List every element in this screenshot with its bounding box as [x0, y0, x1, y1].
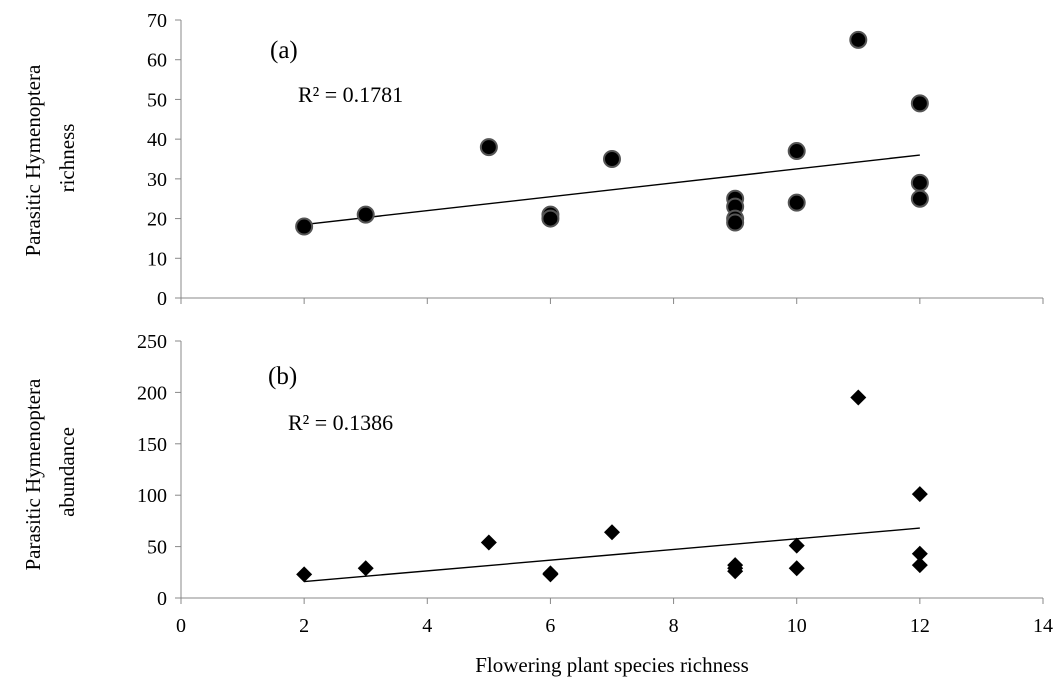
panel-a-y-axis-title: Parasitic Hymenoptera richness — [21, 59, 79, 256]
x-tick-label: 4 — [422, 615, 432, 637]
data-point-diamond — [911, 557, 928, 574]
panel-a-label: (a) — [270, 37, 298, 64]
panel-a-linear-trendline — [304, 154, 920, 226]
data-point-diamond — [911, 486, 928, 503]
data-point-circle — [603, 150, 621, 168]
panel-a-y-tick-label: 60 — [147, 50, 167, 72]
panel-b: 0 50 100 150 200 250 0 2 4 6 8 10 12 14 (b) R² = 0.1… — [21, 331, 1053, 677]
data-point-circle — [787, 193, 806, 212]
data-point-diamond — [296, 566, 313, 583]
x-tick-label: 6 — [545, 615, 555, 637]
x-tick-label: 14 — [1033, 615, 1053, 637]
data-point-circle — [910, 189, 929, 208]
panel-b-y-tick-label: 0 — [157, 588, 167, 610]
panel-a-axes — [175, 19, 1044, 304]
panel-a-y-tick-label: 10 — [147, 248, 167, 270]
x-axis-title: Flowering plant species richness — [475, 653, 749, 677]
data-point-diamond — [480, 534, 497, 551]
panel-b-y-tick-label: 200 — [137, 382, 167, 404]
panel-b-y-axis-title-line1: Parasitic Hymenoptera — [21, 378, 45, 571]
data-point-diamond — [788, 560, 805, 577]
panel-a-y-tick-label: 30 — [147, 169, 167, 191]
panel-b-y-tick-label: 150 — [137, 434, 167, 456]
panel-a-y-axis-title-line1: Parasitic Hymenoptera — [21, 64, 45, 257]
panel-a-trendline — [304, 154, 920, 226]
panel-b-axes — [175, 340, 1044, 604]
data-point-circle — [726, 213, 745, 232]
panel-a-y-tick-label: 20 — [147, 209, 167, 231]
data-point-diamond — [542, 566, 559, 583]
data-point-diamond — [911, 545, 928, 562]
panel-b-y-axis-title: Parasitic Hymenoptera abundance — [21, 373, 79, 570]
data-point-diamond — [727, 563, 744, 580]
panel-b-y-tick-labels: 0 50 100 150 200 250 — [137, 331, 167, 610]
panel-b-y-tick-label: 250 — [137, 331, 167, 353]
data-point-circle — [356, 205, 375, 224]
panel-a-y-tick-labels: 0 10 20 30 40 50 60 70 — [147, 10, 167, 310]
panel-a-points — [295, 30, 929, 236]
panel-a-y-tick-label: 0 — [157, 288, 167, 310]
x-tick-label: 8 — [669, 615, 679, 637]
data-point-circle — [479, 138, 498, 157]
panel-b-r2-label: R² = 0.1386 — [288, 410, 393, 435]
panel-a-r2-label: R² = 0.1781 — [298, 82, 403, 107]
data-point-circle — [541, 209, 560, 228]
x-tick-label: 12 — [910, 615, 930, 637]
panel-b-linear-trendline — [304, 527, 920, 583]
panel-b-y-tick-label: 100 — [137, 485, 167, 507]
data-point-diamond — [357, 560, 374, 577]
panel-b-y-axis-title-line2: abundance — [55, 427, 79, 517]
panel-a-y-tick-label: 50 — [147, 89, 167, 111]
panel-a: 0 10 20 30 40 50 60 70 (a) R² = 0.1781 Parasiti… — [21, 10, 1044, 310]
x-tick-label: 10 — [787, 615, 807, 637]
panel-b-points — [296, 389, 928, 583]
data-point-diamond — [788, 537, 805, 554]
data-point-diamond — [850, 389, 867, 406]
panel-a-y-axis-title-line2: richness — [55, 124, 79, 193]
data-point-circle — [295, 217, 314, 236]
panel-b-y-tick-label: 50 — [147, 537, 167, 559]
panel-a-y-tick-label: 40 — [147, 129, 167, 151]
data-point-circle — [849, 30, 868, 49]
data-point-circle — [910, 173, 929, 192]
panel-b-trendline — [304, 527, 920, 583]
data-point-circle — [910, 94, 929, 113]
data-point-diamond — [604, 524, 620, 541]
data-point-circle — [787, 142, 806, 161]
x-tick-label: 0 — [176, 615, 186, 637]
panel-b-x-tick-labels: 0 2 4 6 8 10 12 14 — [176, 615, 1053, 637]
x-tick-label: 2 — [299, 615, 309, 637]
panel-b-label: (b) — [268, 363, 297, 390]
panel-a-y-tick-label: 70 — [147, 10, 167, 32]
